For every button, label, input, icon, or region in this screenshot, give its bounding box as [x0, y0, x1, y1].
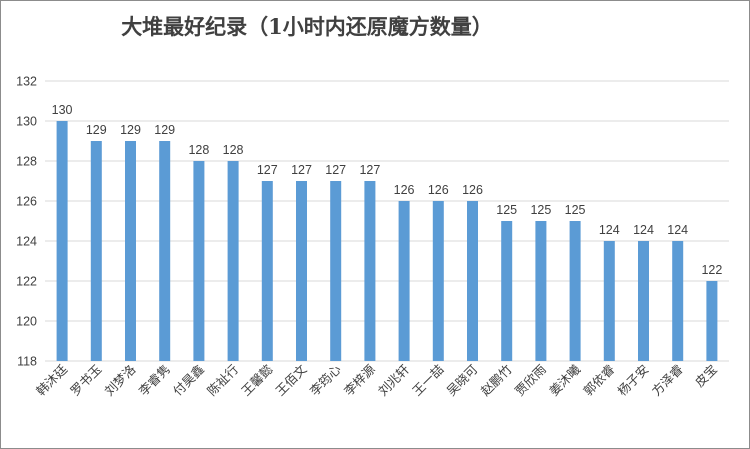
data-label: 125	[565, 203, 586, 217]
data-label: 129	[86, 123, 107, 137]
bar	[261, 181, 273, 361]
bar	[638, 241, 649, 361]
data-label: 129	[120, 123, 141, 137]
data-label: 127	[325, 163, 346, 177]
x-category-label: 皮宝	[692, 362, 720, 390]
y-axis-ticks: 118 120 122 124 126 128 130 132	[16, 75, 37, 369]
grid-lines	[45, 80, 729, 362]
x-category-label: 王一喆	[409, 362, 446, 399]
x-category-label: 李筠心	[307, 361, 344, 398]
bar	[159, 141, 171, 361]
bar	[56, 121, 68, 361]
x-category-label: 罗书玉	[67, 362, 104, 399]
y-tick-label: 130	[16, 115, 37, 129]
bar	[467, 201, 478, 361]
data-label: 126	[428, 183, 449, 197]
y-tick-label: 122	[16, 275, 37, 289]
data-label: 129	[154, 123, 175, 137]
x-category-label: 李睿隽	[136, 362, 173, 399]
x-category-label: 吴晓可	[443, 362, 480, 399]
data-label: 124	[599, 223, 620, 237]
x-category-label: 王佰文	[272, 361, 309, 398]
chart-title: 大堆最好纪录（1小时内还原魔方数量）	[121, 14, 493, 39]
data-label: 128	[223, 143, 244, 157]
data-label: 124	[667, 223, 688, 237]
x-category-label: 李梓源	[341, 361, 378, 398]
x-category-label: 郭依睿	[580, 361, 617, 398]
x-category-label: 陈祉行	[204, 362, 241, 399]
bar	[227, 161, 239, 361]
data-label: 127	[359, 163, 380, 177]
bar	[193, 161, 205, 361]
bar	[364, 181, 376, 361]
data-label: 127	[291, 163, 312, 177]
data-label: 125	[530, 203, 551, 217]
bar	[432, 201, 444, 361]
bar	[330, 181, 342, 361]
x-category-label: 刘梦洛	[101, 361, 138, 398]
y-tick-label: 132	[16, 75, 37, 89]
bar	[90, 141, 102, 361]
x-category-label: 赵鹏竹	[478, 362, 515, 399]
x-category-label: 杨子安	[614, 362, 651, 399]
bar	[398, 201, 410, 361]
bar	[672, 241, 684, 361]
data-label: 122	[701, 263, 722, 277]
data-label: 126	[394, 183, 415, 197]
x-category-label: 王馨懿	[238, 361, 275, 398]
data-label: 126	[462, 183, 483, 197]
x-axis-categories: 韩沐廷罗书玉刘梦洛李睿隽付昊鑫陈祉行王馨懿王佰文李筠心李梓源刘兆轩王一喆吴晓可赵…	[33, 361, 720, 398]
x-category-label: 姜沐曦	[546, 361, 583, 398]
bars	[56, 121, 718, 361]
y-tick-label: 118	[17, 355, 37, 369]
bar	[706, 281, 718, 361]
bar	[535, 221, 547, 361]
data-label: 124	[633, 223, 654, 237]
x-category-label: 韩沐廷	[33, 361, 70, 398]
data-labels: 130 129 129 129 128 128 127 127 127 127 126 126 126 1…	[52, 103, 723, 277]
y-tick-label: 126	[16, 195, 37, 209]
y-tick-label: 120	[16, 315, 37, 329]
data-label: 125	[496, 203, 517, 217]
data-label: 130	[52, 103, 73, 117]
data-label: 127	[257, 163, 278, 177]
bar	[569, 221, 581, 361]
x-category-label: 付昊鑫	[170, 362, 207, 399]
bar	[296, 181, 307, 361]
data-label: 128	[188, 143, 209, 157]
bar	[501, 221, 513, 361]
bar	[603, 241, 615, 361]
x-category-label: 贾欣雨	[512, 362, 549, 399]
x-category-label: 刘兆轩	[375, 362, 412, 399]
bar	[125, 141, 136, 361]
y-tick-label: 128	[16, 155, 37, 169]
x-category-label: 方泽睿	[649, 361, 686, 398]
y-tick-label: 124	[16, 235, 37, 249]
